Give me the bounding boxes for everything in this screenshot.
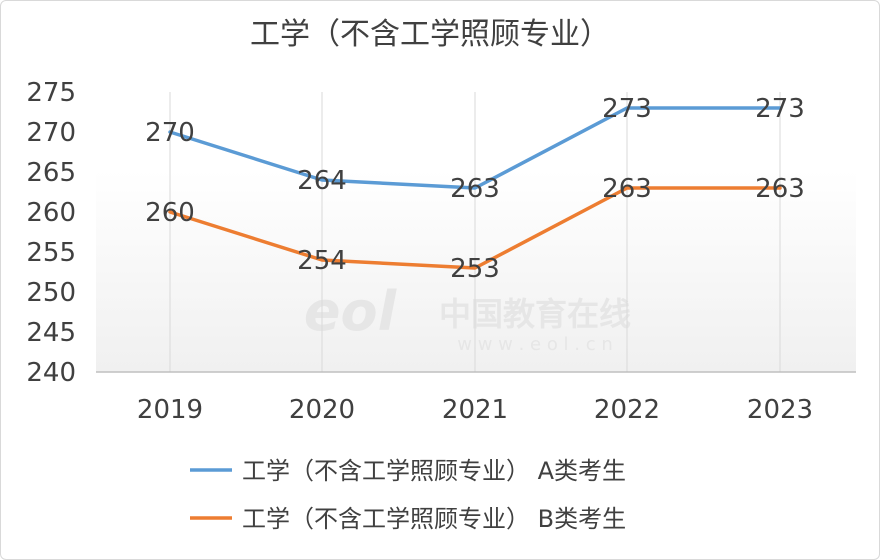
x-tick-2020: 2020 — [289, 395, 355, 425]
data-label-b-2020: 254 — [297, 246, 347, 276]
data-label-a-2020: 264 — [297, 166, 347, 196]
y-tick-labels: 240 245 250 255 260 265 270 275 — [26, 78, 76, 388]
watermark-url: w w w . e o l . c n — [457, 334, 613, 355]
x-tick-labels: 2019 2020 2021 2022 2023 — [137, 395, 813, 425]
y-tick-255: 255 — [26, 238, 76, 268]
x-tick-2022: 2022 — [594, 395, 660, 425]
y-tick-245: 245 — [26, 318, 76, 348]
data-label-a-2021: 263 — [450, 174, 500, 204]
series-line-a — [168, 106, 782, 190]
plot-shading — [96, 170, 856, 372]
series-lines — [168, 106, 782, 270]
data-labels: 270 264 263 273 273 260 254 253 263 263 — [145, 94, 805, 284]
y-tick-265: 265 — [26, 158, 76, 188]
data-label-a-2022: 273 — [602, 94, 652, 124]
watermark: eol 中国教育在线 w w w . e o l . c n — [304, 280, 631, 355]
series-line-b — [168, 186, 782, 270]
y-tick-270: 270 — [26, 118, 76, 148]
data-label-b-2021: 253 — [450, 254, 500, 284]
data-label-a-2023: 273 — [755, 94, 805, 124]
x-tick-2021: 2021 — [442, 395, 508, 425]
y-tick-260: 260 — [26, 198, 76, 228]
y-tick-240: 240 — [26, 358, 76, 388]
data-label-b-2023: 263 — [755, 174, 805, 204]
vertical-gridlines — [169, 92, 781, 372]
legend-label-a: 工学（不含工学照顾专业） A类考生 — [242, 457, 626, 485]
x-tick-2023: 2023 — [747, 395, 813, 425]
legend: 工学（不含工学照顾专业） A类考生 工学（不含工学照顾专业） B类考生 — [190, 457, 626, 533]
chart-title: 工学（不含工学照顾专业） — [250, 17, 610, 52]
data-label-b-2019: 260 — [145, 198, 195, 228]
data-label-b-2022: 263 — [602, 174, 652, 204]
x-tick-2019: 2019 — [137, 395, 203, 425]
watermark-logo: eol — [304, 280, 398, 343]
y-tick-275: 275 — [26, 78, 76, 108]
watermark-brand: 中国教育在线 — [439, 295, 631, 333]
y-tick-250: 250 — [26, 278, 76, 308]
legend-label-b: 工学（不含工学照顾专业） B类考生 — [242, 505, 626, 533]
data-label-a-2019: 270 — [145, 118, 195, 148]
